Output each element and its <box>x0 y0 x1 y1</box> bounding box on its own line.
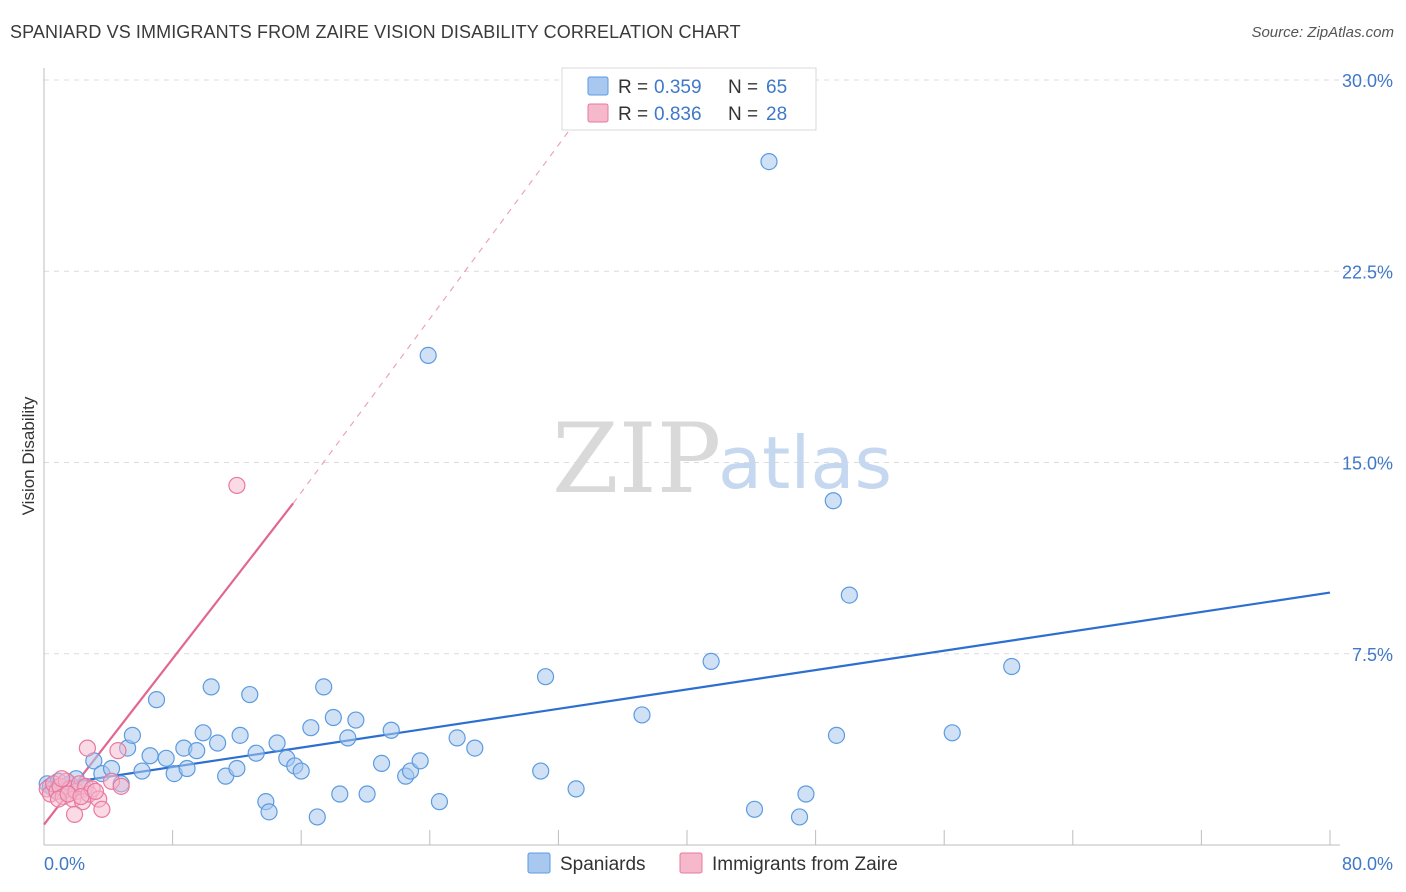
data-point-zaire <box>65 805 84 824</box>
series-immigrants-from-zaire <box>38 476 246 824</box>
y-tick-label: 30.0% <box>1342 71 1393 91</box>
data-point-spaniards <box>532 762 550 780</box>
data-point-spaniards <box>790 808 809 826</box>
data-point-zaire <box>78 739 97 757</box>
data-point-spaniards <box>567 780 585 798</box>
source-label: Source: ZipAtlas.com <box>1251 24 1394 41</box>
legend-n-label-0: N = <box>728 77 758 98</box>
data-point-spaniards <box>1003 657 1021 676</box>
data-point-spaniards <box>302 719 320 737</box>
data-point-spaniards <box>209 734 227 752</box>
x-tick-label: 0.0% <box>44 854 85 874</box>
trend-line-spaniards <box>43 591 1331 788</box>
data-point-spaniards <box>123 726 142 744</box>
bottom-legend-label-spaniards: Spaniards <box>560 854 646 875</box>
data-point-spaniards <box>231 726 249 744</box>
data-point-spaniards <box>943 724 961 742</box>
watermark-atlas: atlas <box>718 421 892 505</box>
x-tick-labels: 0.0% 80.0% <box>44 854 1393 874</box>
legend-r-value-0: 0.359 <box>654 77 702 98</box>
data-point-spaniards <box>840 586 858 604</box>
data-point-spaniards <box>188 742 206 760</box>
data-point-spaniards <box>141 747 159 765</box>
data-point-spaniards <box>194 724 212 742</box>
data-point-spaniards <box>260 803 278 821</box>
y-tick-labels: 7.5% 15.0% 22.5% 30.0% <box>1342 71 1393 665</box>
data-point-spaniards <box>133 762 151 780</box>
data-point-spaniards <box>308 808 326 826</box>
chart-title: SPANIARD VS IMMIGRANTS FROM ZAIRE VISION… <box>10 22 741 42</box>
data-point-zaire <box>112 777 130 795</box>
x-ticks <box>172 830 1331 845</box>
data-point-spaniards <box>147 691 166 709</box>
data-point-spaniards <box>202 678 220 696</box>
data-point-zaire <box>93 800 111 818</box>
data-point-zaire <box>72 787 90 806</box>
bottom-legend-swatch-spaniards <box>527 852 551 874</box>
y-tick-label: 7.5% <box>1352 645 1393 665</box>
legend-r-label-1: R = <box>618 104 648 125</box>
legend-n-value-0: 65 <box>766 77 787 98</box>
data-point-spaniards <box>268 734 286 752</box>
legend-r-value-1: 0.836 <box>654 104 702 125</box>
data-point-spaniards <box>331 785 349 803</box>
x-tick-label: 80.0% <box>1342 854 1393 874</box>
y-tick-label: 15.0% <box>1342 454 1393 474</box>
data-point-spaniards <box>760 153 778 171</box>
data-point-spaniards <box>702 652 720 671</box>
data-point-spaniards <box>372 754 391 773</box>
axes <box>43 68 1340 846</box>
data-point-spaniards <box>448 729 466 747</box>
data-point-zaire <box>109 742 127 760</box>
gridlines <box>44 79 1392 655</box>
data-point-spaniards <box>178 759 196 778</box>
data-point-spaniards <box>347 711 365 729</box>
data-point-spaniards <box>315 678 333 696</box>
data-point-spaniards <box>466 739 484 757</box>
watermark-zip: ZIP <box>552 403 721 515</box>
legend-r-label-0: R = <box>618 77 648 98</box>
data-point-spaniards <box>157 749 175 767</box>
data-point-spaniards <box>827 726 846 744</box>
watermark: ZIP atlas <box>552 403 892 515</box>
data-point-spaniards <box>324 708 342 727</box>
data-point-spaniards <box>411 752 429 770</box>
data-point-spaniards <box>241 685 259 704</box>
legend: R = 0.359 N = 65 R = 0.836 N = 28 <box>561 67 817 131</box>
data-point-spaniards <box>824 492 842 510</box>
bottom-legend-label-zaire: Immigrants from Zaire <box>712 854 898 875</box>
data-point-spaniards <box>797 785 815 803</box>
data-point-spaniards <box>339 729 357 747</box>
data-point-spaniards <box>633 706 651 724</box>
trend-line-zaire <box>43 502 295 826</box>
data-point-spaniards <box>536 668 555 686</box>
data-point-spaniards <box>419 346 437 364</box>
data-point-spaniards <box>228 759 246 778</box>
data-point-spaniards <box>382 721 400 739</box>
legend-n-value-1: 28 <box>766 104 787 125</box>
data-point-spaniards <box>430 793 449 811</box>
data-point-zaire <box>228 476 246 495</box>
data-point-spaniards <box>247 744 265 762</box>
trend-line-zaire-extension <box>292 122 575 504</box>
data-point-zaire <box>86 782 105 801</box>
y-axis-title: Vision Disability <box>19 396 38 515</box>
bottom-legend: Spaniards Immigrants from Zaire <box>527 852 898 875</box>
data-point-spaniards <box>292 762 310 780</box>
legend-swatch-spaniards <box>587 76 609 96</box>
data-point-spaniards <box>745 800 764 818</box>
legend-swatch-zaire <box>587 103 609 123</box>
data-point-zaire <box>53 770 71 788</box>
data-point-spaniards <box>358 785 376 803</box>
legend-n-label-1: N = <box>728 104 758 125</box>
y-tick-label: 22.5% <box>1342 262 1393 282</box>
bottom-legend-swatch-zaire <box>679 852 703 874</box>
